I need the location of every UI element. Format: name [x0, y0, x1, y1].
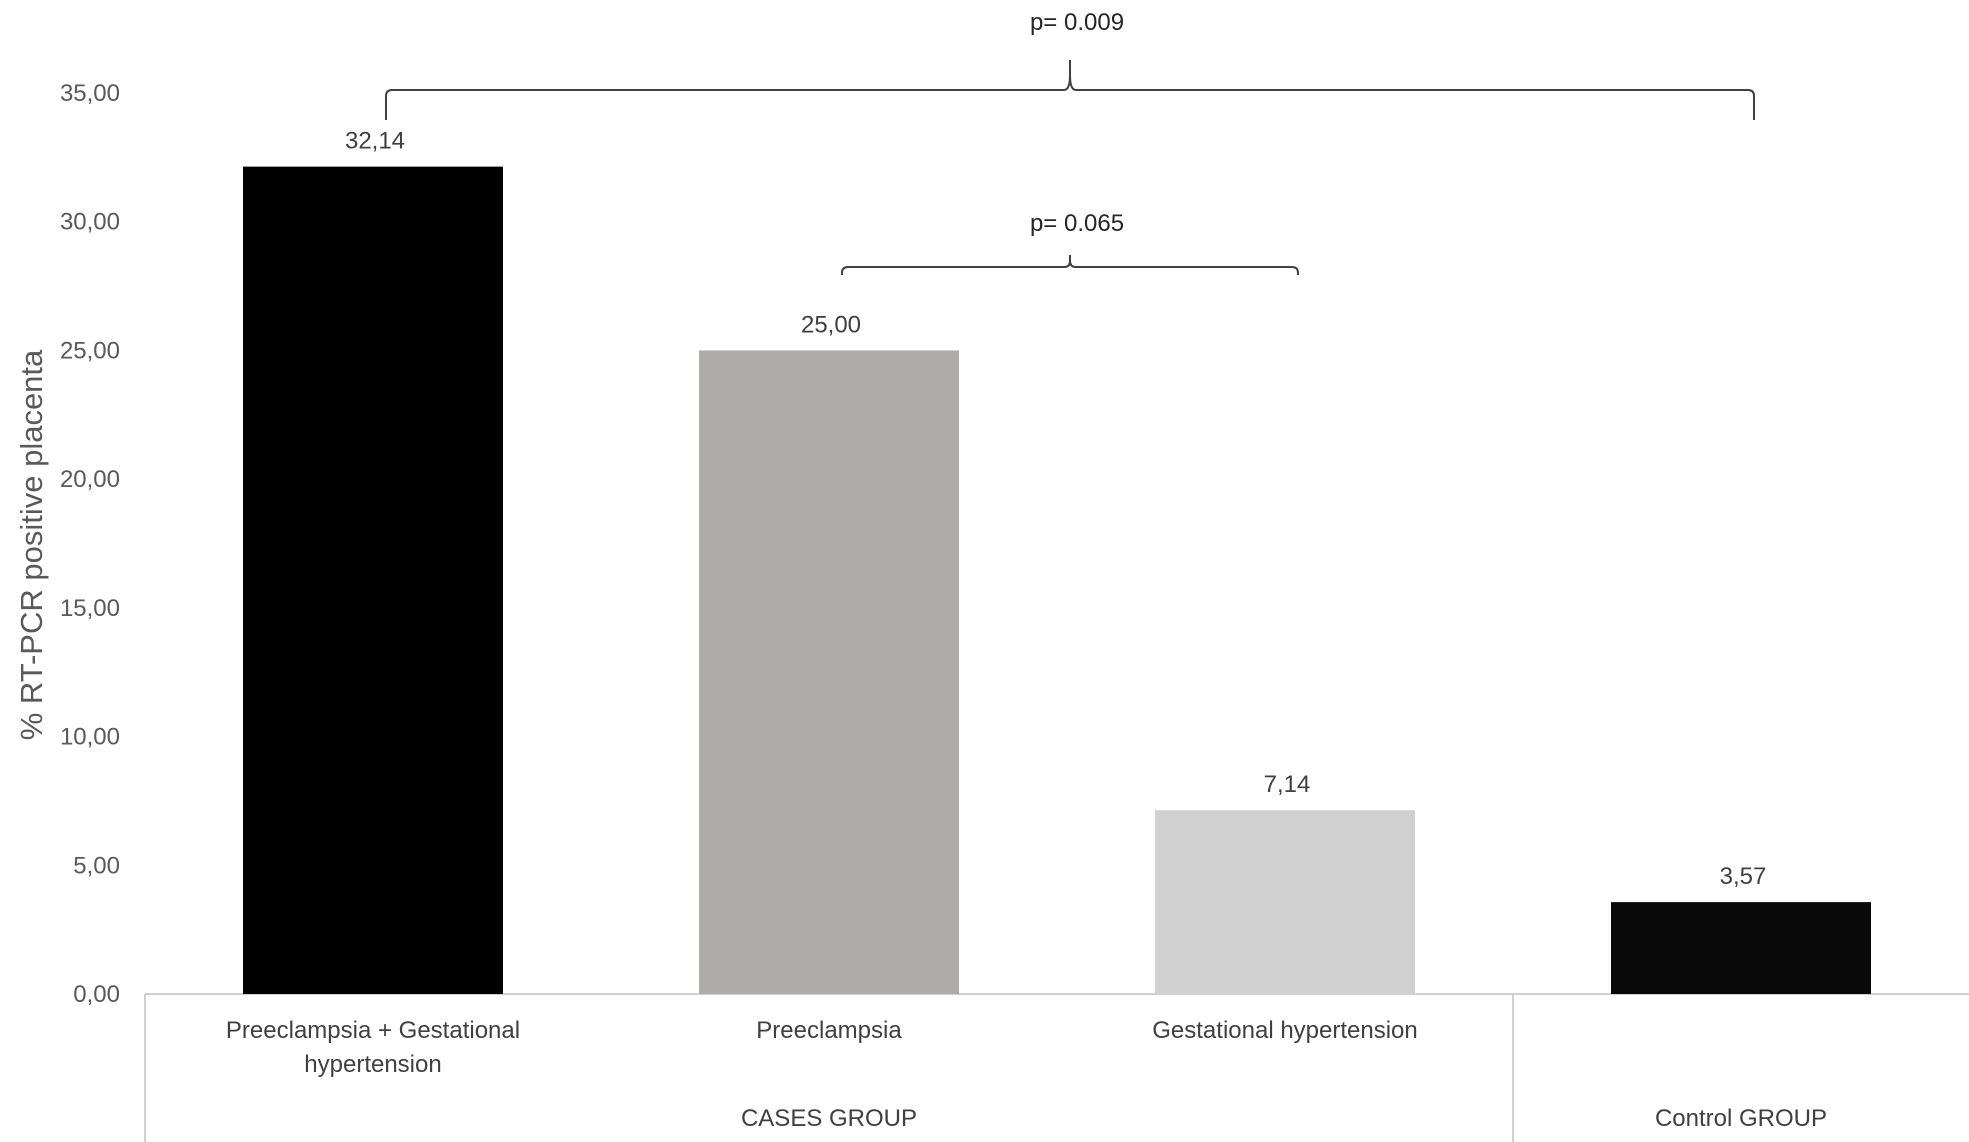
y-tick-label: 10,00 — [60, 724, 120, 751]
y-tick-label: 5,00 — [73, 852, 120, 879]
bar — [243, 166, 503, 994]
data-label: 7,14 — [1264, 771, 1311, 798]
significance-bracket — [385, 60, 1755, 120]
y-tick-label: 20,00 — [60, 466, 120, 493]
significance-bracket — [841, 255, 1299, 275]
y-tick-label: 30,00 — [60, 209, 120, 236]
data-label: 3,57 — [1720, 863, 1767, 890]
p-value-label: p= 0.065 — [1030, 210, 1124, 237]
group-label: CASES GROUP — [741, 1105, 917, 1132]
y-axis-title: % RT-PCR positive placenta — [14, 349, 49, 740]
y-tick-label: 25,00 — [60, 337, 120, 364]
bar — [1155, 810, 1415, 994]
category-labels: Preeclampsia + Gestational hypertension Pr… — [226, 1017, 1418, 1078]
bar — [699, 350, 959, 994]
significance-brackets: p= 0.009 p= 0.065 — [385, 9, 1755, 275]
y-tick-label: 0,00 — [73, 981, 120, 1008]
y-tick-label: 15,00 — [60, 595, 120, 622]
category-label: Preeclampsia — [756, 1017, 902, 1044]
y-axis-ticks: 0,00 5,00 10,00 15,00 20,00 25,00 30,00 35,00 — [60, 80, 120, 1008]
p-value-label: p= 0.009 — [1030, 9, 1124, 36]
group-label: Control GROUP — [1655, 1105, 1827, 1132]
category-label: hypertension — [304, 1051, 441, 1078]
y-tick-label: 35,00 — [60, 80, 120, 107]
category-label: Preeclampsia + Gestational — [226, 1017, 520, 1044]
category-label: Gestational hypertension — [1152, 1017, 1418, 1044]
bar — [1611, 902, 1871, 994]
group-labels: CASES GROUP Control GROUP — [741, 1105, 1827, 1132]
bars — [243, 166, 1871, 994]
data-labels: 32,14 25,00 7,14 3,57 — [345, 128, 1766, 890]
data-label: 32,14 — [345, 128, 405, 155]
data-label: 25,00 — [801, 311, 861, 338]
